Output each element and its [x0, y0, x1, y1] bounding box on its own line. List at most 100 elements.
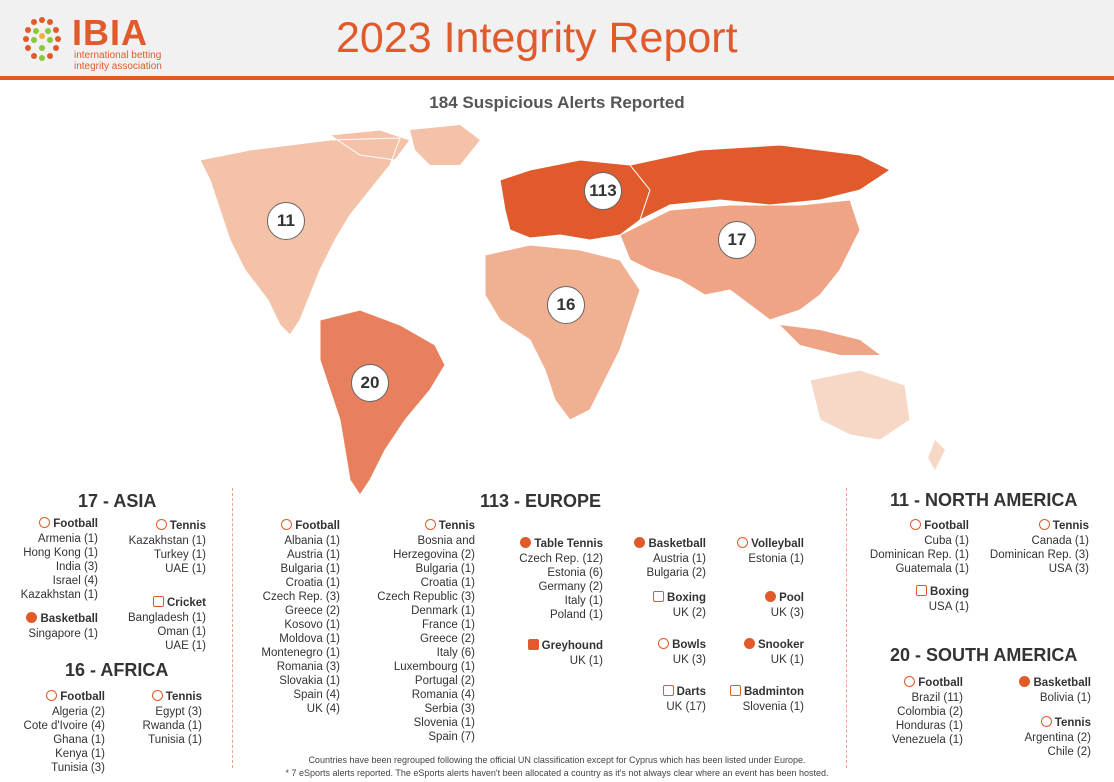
sport-name: Football	[924, 520, 969, 532]
region-asia	[619, 199, 861, 321]
football-icon	[39, 517, 51, 528]
sport-name: Football	[53, 518, 98, 530]
sport-name: Badminton	[743, 686, 804, 698]
list-item: Kenya (1)	[55, 748, 105, 760]
list-item: Czech Republic (3)	[377, 591, 475, 603]
list-item: Brazil (11)	[911, 692, 963, 704]
list-item: Cuba (1)	[924, 535, 969, 547]
region-north-america	[199, 129, 411, 336]
list-item: Poland (1)	[549, 609, 603, 621]
cricket-bat-icon	[153, 596, 164, 607]
north-america-tennis: Tennis Canada (1) Dominican Rep. (3) USA…	[980, 519, 1089, 576]
list-item: Herzegovina (2)	[393, 549, 475, 561]
sport-name: Tennis	[1052, 520, 1089, 532]
sport-name: Tennis	[1054, 717, 1091, 729]
ibia-logo[interactable]: IBIA international betting integrity ass…	[20, 12, 190, 72]
list-item: Romania (4)	[411, 689, 475, 701]
africa-football: Football Algeria (2) Cote d'Ivoire (4) G…	[12, 690, 105, 775]
sport-name: Boxing	[930, 586, 969, 598]
bubble-asia[interactable]: 17	[718, 221, 756, 259]
list-item: UAE (1)	[165, 640, 206, 652]
list-item: Serbia (3)	[424, 703, 476, 715]
sport-name: Football	[918, 677, 963, 689]
list-item: UK (4)	[306, 703, 340, 715]
list-item: Austria (1)	[286, 549, 340, 561]
sport-name: Tennis	[165, 691, 202, 703]
europe-greyhound: Greyhound UK (1)	[505, 639, 603, 668]
list-item: Italy (6)	[436, 647, 475, 659]
header-bar: IBIA international betting integrity ass…	[0, 0, 1114, 80]
sport-name: Boxing	[667, 592, 706, 604]
list-item: India (3)	[55, 561, 98, 573]
list-item: Rwanda (1)	[142, 720, 202, 732]
bubble-north-america[interactable]: 11	[267, 202, 305, 240]
list-item: Kosovo (1)	[284, 619, 340, 631]
list-item: Chile (2)	[1047, 746, 1091, 758]
list-item: UK (2)	[672, 607, 706, 619]
europe-basketball: Basketball Austria (1) Bulgaria (2)	[620, 537, 706, 580]
list-item: Spain (4)	[293, 689, 340, 701]
list-item: Bulgaria (1)	[415, 563, 475, 575]
list-item: Tunisia (1)	[148, 734, 202, 746]
list-item: Bolivia (1)	[1039, 692, 1091, 704]
tennis-ball-icon	[155, 519, 167, 530]
region-oceania	[809, 369, 911, 441]
list-item: Dominican Rep. (3)	[989, 549, 1089, 561]
list-item: Singapore (1)	[28, 628, 98, 640]
greyhound-icon	[527, 639, 539, 650]
list-item: USA (3)	[1048, 563, 1089, 575]
list-item: Portugal (2)	[414, 675, 475, 687]
bubble-africa[interactable]: 16	[547, 286, 585, 324]
footnote-esports: * 7 eSports alerts reported. The eSports…	[285, 768, 829, 778]
list-item: Albania (1)	[284, 535, 340, 547]
sport-name: Bowls	[672, 639, 706, 651]
volleyball-icon	[737, 537, 749, 548]
list-item: Dominican Rep. (1)	[869, 549, 969, 561]
sport-name: Pool	[779, 592, 804, 604]
sport-name: Basketball	[648, 538, 706, 550]
south-america-tennis: Tennis Argentina (2) Chile (2)	[1010, 716, 1091, 759]
list-item: UK (1)	[569, 655, 603, 667]
sport-name: Darts	[676, 686, 706, 698]
divider-left	[232, 488, 233, 768]
boxing-glove-icon	[653, 591, 665, 602]
list-item: Denmark (1)	[411, 605, 475, 617]
sport-name: Football	[295, 520, 340, 532]
list-item: Ghana (1)	[53, 734, 105, 746]
asia-football: Football Armenia (1) Hong Kong (1) India…	[18, 517, 98, 602]
list-item: Argentina (2)	[1024, 732, 1091, 744]
footnote-regrouping: Countries have been regrouped following …	[308, 755, 806, 765]
list-item: Hong Kong (1)	[23, 547, 98, 559]
logo-tagline: international betting integrity associat…	[74, 50, 162, 72]
list-item: Czech Rep. (12)	[519, 553, 603, 565]
list-item: Egypt (3)	[155, 706, 202, 718]
list-item: Turkey (1)	[154, 549, 206, 561]
divider-right	[846, 488, 847, 768]
africa-title: 16 - AFRICA	[65, 660, 169, 680]
bubble-south-america[interactable]: 20	[351, 364, 389, 402]
north-america-boxing: Boxing USA (1)	[890, 585, 969, 614]
list-item: Cote d'Ivoire (4)	[23, 720, 105, 732]
south-america-title: 20 - SOUTH AMERICA	[890, 645, 1078, 665]
list-item: Luxembourg (1)	[393, 661, 475, 673]
africa-tennis: Tennis Egypt (3) Rwanda (1) Tunisia (1)	[130, 690, 202, 747]
europe-snooker: Snooker UK (1)	[722, 638, 804, 667]
list-item: Venezuela (1)	[892, 734, 963, 746]
football-icon	[281, 519, 293, 530]
asia-cricket: Cricket Bangladesh (1) Oman (1) UAE (1)	[120, 596, 206, 653]
sport-name: Football	[60, 691, 105, 703]
sport-name: Cricket	[167, 597, 206, 609]
football-icon	[46, 690, 58, 701]
sport-name: Basketball	[1033, 677, 1091, 689]
europe-volleyball: Volleyball Estonia (1)	[722, 537, 804, 566]
list-item: Armenia (1)	[37, 533, 98, 545]
list-item: UK (17)	[666, 701, 706, 713]
list-item: USA (1)	[928, 601, 969, 613]
europe-darts: Darts UK (17)	[620, 685, 706, 714]
bubble-europe[interactable]: 113	[584, 172, 622, 210]
europe-title: 113 - EUROPE	[480, 491, 602, 511]
snooker-ball-icon	[743, 638, 755, 649]
list-item: Oman (1)	[157, 626, 206, 638]
logo-tagline-line-1: international betting	[74, 50, 162, 61]
list-item: Tunisia (3)	[51, 762, 105, 774]
